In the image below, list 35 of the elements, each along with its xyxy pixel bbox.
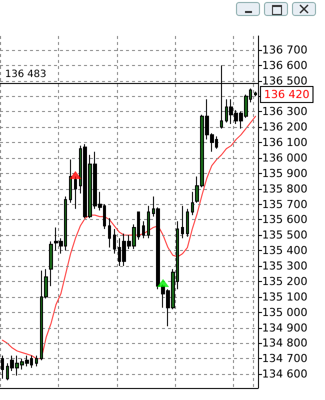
y-tick-label: 135 000 xyxy=(262,306,308,319)
y-tick-label: 135 500 xyxy=(262,228,308,242)
y-tick-label: 135 100 xyxy=(262,290,308,304)
y-tick-label: 135 300 xyxy=(262,260,308,273)
line-series xyxy=(2,116,256,360)
y-tick-label: 136 100 xyxy=(262,136,308,150)
y-tick-label: 135 900 xyxy=(262,166,308,180)
y-tick-label: 136 600 xyxy=(262,58,308,72)
y-tick-label: 135 700 xyxy=(262,198,308,211)
candlestick xyxy=(191,191,194,216)
ref-line-label: 136 483 xyxy=(5,68,46,80)
y-tick-label: 134 800 xyxy=(262,336,308,350)
candlestick xyxy=(181,205,184,239)
candlestick xyxy=(186,208,189,238)
candlestick xyxy=(108,218,111,248)
y-tick-label: 136 200 xyxy=(262,120,308,134)
y-tick-label: 135 600 xyxy=(262,213,308,226)
y-tick-label: 134 900 xyxy=(262,321,308,334)
candlestick xyxy=(113,228,116,254)
y-tick-label: 135 800 xyxy=(262,182,308,196)
y-tick-label: 136 700 xyxy=(262,43,308,56)
text: 136 420 xyxy=(264,88,310,101)
candlestick xyxy=(69,159,72,204)
candlestick xyxy=(49,240,53,287)
y-tick-label: 136 000 xyxy=(262,151,308,164)
y-tick-label: 134 600 xyxy=(262,368,308,381)
candlestick xyxy=(35,355,38,367)
candlestick xyxy=(142,220,145,239)
y-tick-label: 135 200 xyxy=(262,274,308,288)
y-tick-label: 136 300 xyxy=(262,105,308,118)
y-tick-label: 136 500 xyxy=(262,74,308,88)
y-tick-label: 135 400 xyxy=(262,244,308,258)
candlestick xyxy=(1,355,4,380)
y-tick-label: 134 700 xyxy=(262,352,308,366)
candlestick xyxy=(147,205,150,239)
